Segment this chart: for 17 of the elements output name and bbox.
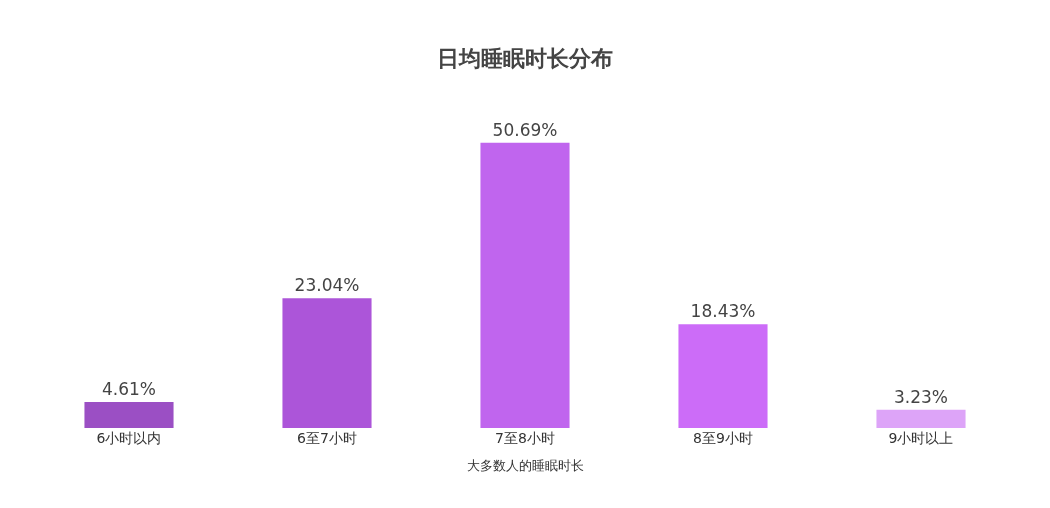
bar [282,298,372,428]
data-label: 18.43% [690,301,756,322]
bar [480,142,570,428]
x-axis-title: 大多数人的睡眠时长 [466,457,584,473]
bar [678,324,768,428]
data-label: 50.69% [492,119,558,140]
bar [84,402,174,428]
data-label: 3.23% [893,386,949,407]
x-tick-label: 9小时以上 [888,430,954,446]
x-tick-label: 6小时以内 [96,430,162,446]
x-tick-label: 7至8小时 [495,430,555,446]
x-tick-label: 6至7小时 [297,430,357,446]
data-label: 23.04% [294,275,360,296]
x-tick-label: 8至9小时 [693,430,753,446]
chart-title: 日均睡眠时长分布 [437,46,613,72]
bar [876,409,966,428]
data-label: 4.61% [101,379,157,400]
